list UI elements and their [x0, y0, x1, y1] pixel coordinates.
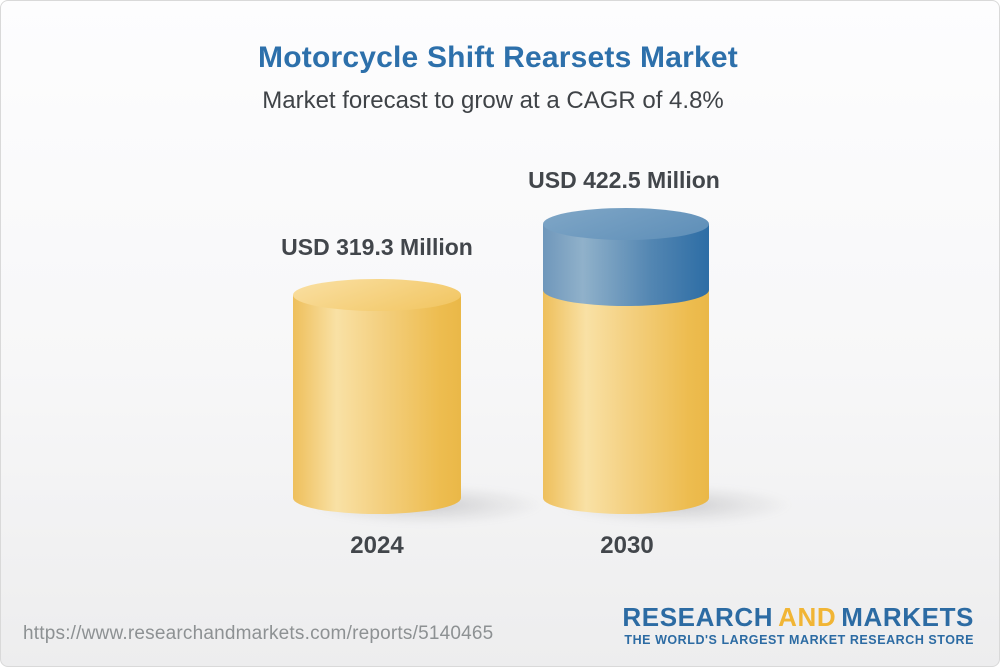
- logo-word-markets: MARKETS: [841, 602, 974, 632]
- logo-tagline: THE WORLD'S LARGEST MARKET RESEARCH STOR…: [624, 633, 974, 647]
- x-label-2024: 2024: [350, 532, 404, 559]
- value-label-2024: USD 319.3 Million: [281, 234, 473, 260]
- bar-2030-cylinder-top: [543, 208, 709, 240]
- logo-word-research: RESEARCH: [622, 602, 774, 632]
- logo-word-and: AND: [778, 602, 837, 632]
- bar-2030-cylinder-body-base: [543, 290, 709, 514]
- logo-wordmark: RESEARCH AND MARKETS: [622, 604, 974, 630]
- researchandmarkets-logo: RESEARCH AND MARKETS THE WORLD'S LARGEST M…: [622, 604, 974, 647]
- page-title: Motorcycle Shift Rearsets Market: [258, 41, 738, 74]
- bar-2024-cylinder-top: [293, 279, 461, 311]
- x-label-2030: 2030: [600, 532, 654, 559]
- bar-2024-cylinder-body: [293, 295, 461, 514]
- report-url: https://www.researchandmarkets.com/repor…: [23, 623, 494, 644]
- value-label-2030: USD 422.5 Million: [528, 167, 720, 193]
- chart-subtitle: Market forecast to grow at a CAGR of 4.8…: [262, 87, 724, 114]
